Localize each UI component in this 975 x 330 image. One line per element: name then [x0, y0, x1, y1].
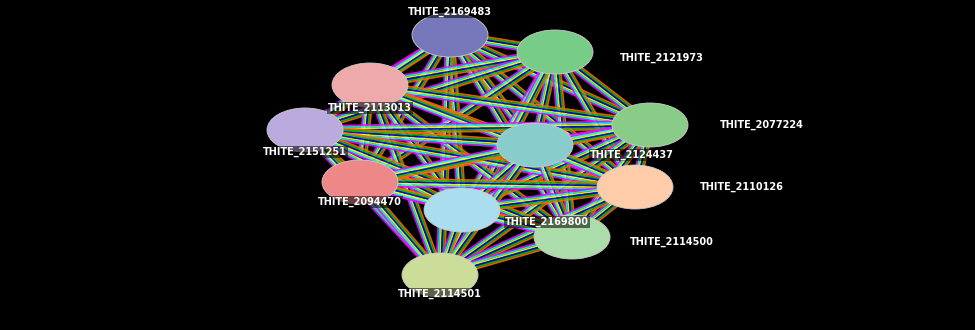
Text: THITE_2169800: THITE_2169800: [505, 217, 589, 227]
Text: THITE_2114500: THITE_2114500: [630, 237, 714, 247]
Ellipse shape: [267, 108, 343, 152]
Ellipse shape: [517, 30, 593, 74]
Ellipse shape: [534, 215, 610, 259]
Ellipse shape: [332, 63, 408, 107]
Ellipse shape: [612, 103, 688, 147]
Text: THITE_2124437: THITE_2124437: [590, 150, 674, 160]
Ellipse shape: [597, 165, 673, 209]
Text: THITE_2077224: THITE_2077224: [720, 120, 803, 130]
Text: THITE_2114501: THITE_2114501: [398, 289, 482, 299]
Text: THITE_2169483: THITE_2169483: [408, 7, 492, 17]
Ellipse shape: [402, 253, 478, 297]
Text: THITE_2110126: THITE_2110126: [700, 182, 784, 192]
Ellipse shape: [424, 188, 500, 232]
Ellipse shape: [322, 160, 398, 204]
Ellipse shape: [412, 13, 488, 57]
Text: THITE_2151251: THITE_2151251: [263, 147, 347, 157]
Text: THITE_2094470: THITE_2094470: [318, 197, 402, 207]
Text: THITE_2121973: THITE_2121973: [620, 53, 704, 63]
Ellipse shape: [497, 123, 573, 167]
Text: THITE_2113013: THITE_2113013: [328, 103, 411, 113]
